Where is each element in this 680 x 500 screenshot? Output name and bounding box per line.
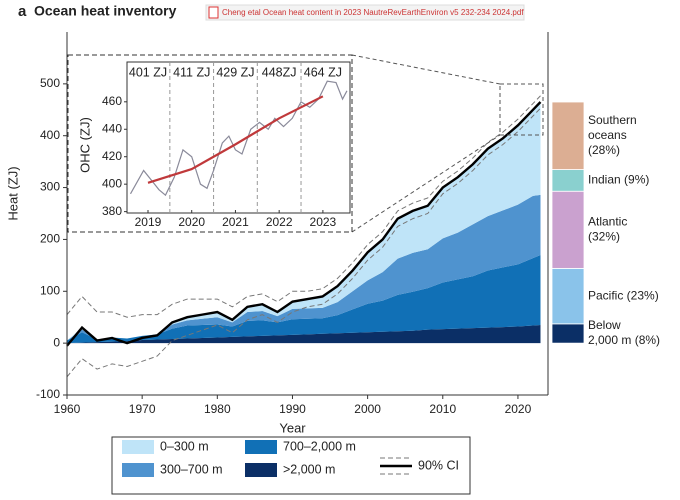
annual-label: 464 ZJ	[304, 65, 342, 79]
x-axis-title: Year	[279, 420, 306, 435]
x-tick-label: 2000	[354, 402, 381, 416]
segment-label: (32%)	[588, 229, 620, 243]
segment-label: 2,000 m (8%)	[588, 333, 660, 347]
x-tick-label: 2010	[429, 402, 456, 416]
file-name: Cheng etal Ocean heat content in 2023 Na…	[222, 8, 524, 17]
bar-segment	[551, 169, 585, 192]
x-tick-label: 1980	[204, 402, 231, 416]
y-tick-label: 500	[40, 76, 60, 90]
annual-label: 448ZJ	[262, 65, 297, 79]
legend-swatch	[245, 440, 277, 454]
legend-label: 0–300 m	[160, 439, 209, 453]
inset-plot	[126, 61, 351, 214]
y-tick-label: 0	[53, 335, 60, 349]
x-tick-label: 2023	[310, 215, 337, 229]
legend: >2,000 m 700–2,000 m 300–700 m 0–300 m 90% C…	[111, 436, 471, 495]
x-tick-label: 1970	[129, 402, 156, 416]
ci-line	[66, 107, 541, 378]
segment-label: Pacific (23%)	[588, 288, 659, 302]
zoom-connector	[351, 134, 501, 233]
x-tick-label: 2020	[178, 215, 205, 229]
y-axis-title: Heat (ZJ)	[5, 166, 20, 220]
y-tick-label: 300	[40, 180, 60, 194]
y-tick-label: 420	[102, 149, 122, 163]
file-tag	[205, 4, 525, 21]
legend-label: 300–700 m	[160, 462, 223, 476]
y-tick-label: 460	[102, 94, 122, 108]
x-tick-label: 2020	[505, 402, 532, 416]
x-tick-label: 2021	[222, 215, 249, 229]
legend-label: 700–2,000 m	[283, 439, 356, 453]
y-tick-label: 380	[102, 204, 122, 218]
legend-swatch	[245, 463, 277, 477]
inset-chart: 401 ZJ 411 ZJ 429 ZJ 448ZJ 464 ZJ 380 400 420 44…	[67, 54, 353, 233]
chart-title: Ocean heat inventory	[34, 3, 177, 19]
y-tick-label: 100	[40, 283, 60, 297]
panel-letter: a	[18, 3, 27, 20]
area-layer	[67, 102, 541, 341]
legend-swatch	[122, 463, 154, 477]
main-chart: -100 0 100 200 300 400 500 1960 1970 1980 1990 2000…	[5, 32, 549, 435]
annual-label: 411 ZJ	[173, 65, 210, 79]
y-tick-label: 400	[102, 176, 122, 190]
segment-label: Below	[588, 318, 621, 332]
x-tick-label: 1960	[54, 402, 81, 416]
area-layer	[67, 324, 541, 344]
segment-label: Indian (9%)	[588, 173, 649, 187]
segment-label: Southern	[588, 113, 637, 127]
annual-line	[147, 95, 324, 184]
pdf-icon	[208, 6, 219, 19]
x-tick-label: 2022	[266, 215, 293, 229]
legend-label: >2,000 m	[283, 462, 335, 476]
bar-segment	[551, 267, 585, 325]
bar-segment	[551, 323, 585, 344]
inset-box	[67, 54, 353, 233]
area-layer	[67, 254, 541, 344]
y-tick-label: 440	[102, 121, 122, 135]
y-tick-label: 200	[40, 232, 60, 246]
monthly-line	[129, 80, 348, 197]
y-axis-title: OHC (ZJ)	[77, 117, 92, 173]
y-tick-label: 400	[40, 128, 60, 142]
bar-segment	[551, 190, 585, 269]
bar-segment	[551, 101, 585, 170]
zoom-connector	[351, 54, 501, 85]
segment-label: oceans	[588, 128, 627, 142]
segment-label: Atlantic	[588, 214, 627, 228]
legend-label: 90% CI	[418, 458, 459, 472]
total-line	[66, 101, 542, 347]
segment-label: (28%)	[588, 143, 620, 157]
zoom-box	[499, 83, 544, 136]
x-tick-label: 1990	[279, 402, 306, 416]
annual-label: 429 ZJ	[216, 65, 254, 79]
x-tick-label: 2019	[135, 215, 162, 229]
area-layer	[67, 194, 541, 341]
annual-label: 401 ZJ	[129, 65, 167, 79]
y-tick-label: -100	[36, 387, 60, 401]
legend-swatch	[122, 440, 154, 454]
ci-line	[66, 95, 541, 318]
